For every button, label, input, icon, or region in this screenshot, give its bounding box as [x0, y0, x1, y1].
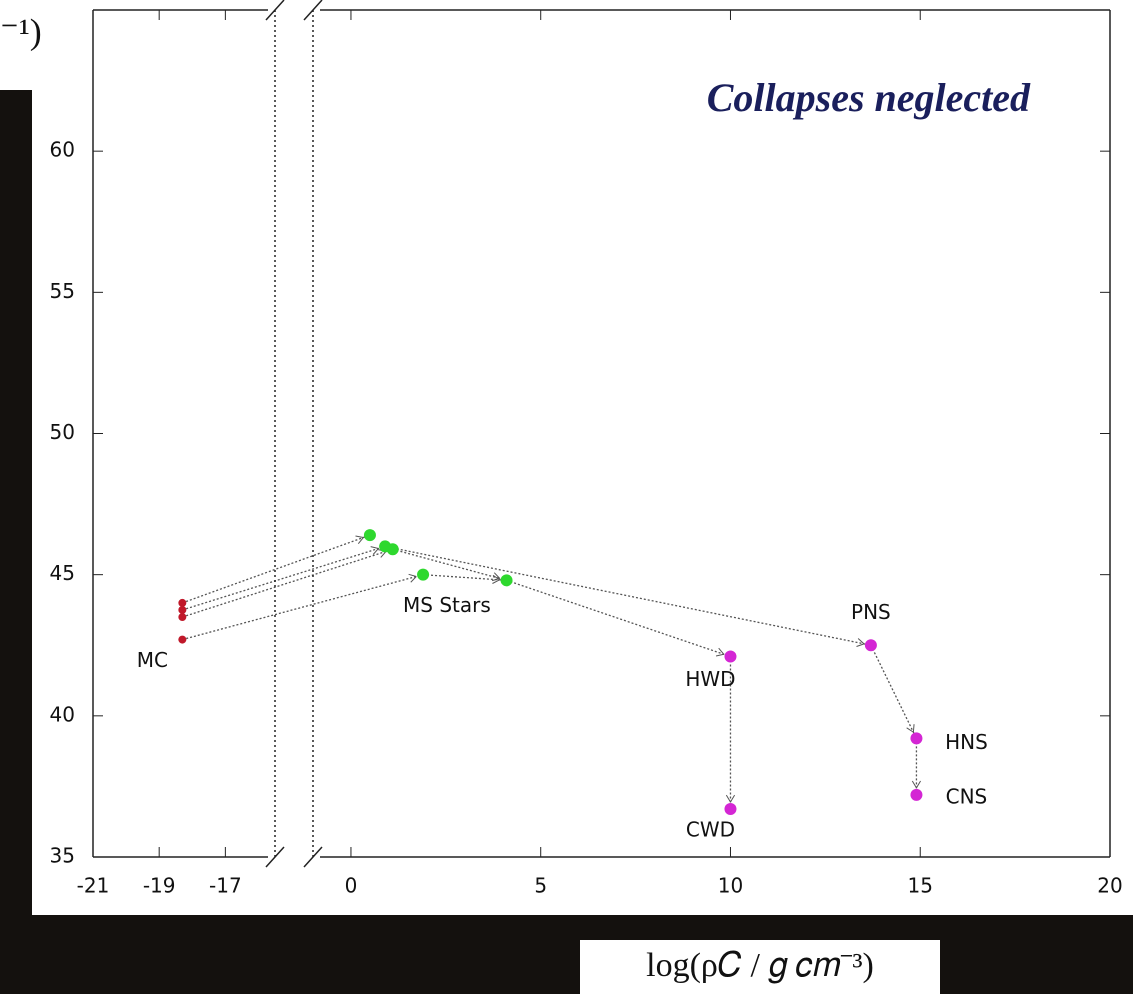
- data-point: [417, 569, 429, 581]
- x-tick-label: -17: [209, 874, 242, 898]
- point-label: CNS: [946, 784, 988, 808]
- x-tick-label: -21: [77, 874, 110, 898]
- x-tick-label: -19: [143, 874, 176, 898]
- data-point: [865, 639, 877, 651]
- x-tick-label: 10: [718, 874, 743, 898]
- y-tick-label: 55: [50, 279, 75, 303]
- point-label: CWD: [686, 818, 735, 842]
- data-point: [364, 529, 376, 541]
- point-label: HWD: [685, 667, 735, 691]
- x-tick-label: 15: [908, 874, 933, 898]
- data-point: [724, 803, 736, 815]
- point-label: MS Stars: [403, 593, 491, 617]
- data-point: [910, 732, 922, 744]
- x-axis-label: log(ρ𝐶 / 𝑔 𝑐𝑚⁻³): [646, 947, 874, 984]
- y-tick-label: 35: [50, 844, 75, 868]
- chart-title: Collapses neglected: [707, 75, 1031, 120]
- data-point: [178, 599, 186, 607]
- point-label: MC: [137, 648, 168, 672]
- plot-background: [0, 0, 1133, 915]
- point-label: PNS: [851, 600, 891, 624]
- x-tick-label: 0: [345, 874, 358, 898]
- y-tick-label: 50: [50, 420, 75, 444]
- chart: ⁻¹) Collapses neglected log(ρ𝐶 / 𝑔 𝑐𝑚⁻³)…: [0, 0, 1133, 994]
- y-tick-label: 40: [50, 702, 75, 726]
- x-tick-label: 20: [1097, 874, 1122, 898]
- data-point: [387, 543, 399, 555]
- data-point: [178, 613, 186, 621]
- y-tick-label: 60: [50, 138, 75, 162]
- ylabel-fragment: ⁻¹): [0, 11, 42, 51]
- point-label: HNS: [945, 730, 988, 754]
- data-point: [178, 636, 186, 644]
- data-point: [724, 651, 736, 663]
- data-point: [178, 606, 186, 614]
- data-point: [910, 789, 922, 801]
- x-tick-label: 5: [534, 874, 547, 898]
- y-tick-label: 45: [50, 561, 75, 585]
- data-point: [501, 574, 513, 586]
